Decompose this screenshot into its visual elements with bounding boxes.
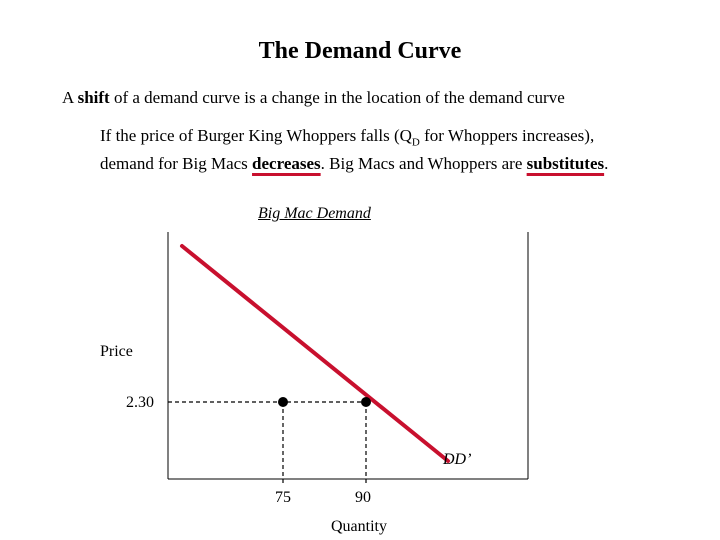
emphasis-decreases: decreases (252, 154, 321, 174)
para-part4: . (604, 154, 609, 174)
demand-curve (180, 244, 450, 463)
emphasis-substitutes: substitutes (526, 154, 605, 174)
y-axis-label: Price (100, 343, 133, 360)
qty-tick-75: 75 (275, 489, 291, 506)
slide-title: The Demand Curve (258, 38, 462, 64)
para-part1: If the price of Burger King Whoppers fal… (100, 126, 412, 145)
para-part2: for Whoppers increases), demand for Big … (100, 126, 595, 174)
x-axis-label: Quantity (331, 518, 387, 535)
para-subscript: D (411, 136, 420, 149)
point-90 (361, 397, 371, 407)
diagram-subtitle: Big Mac Demand (258, 205, 371, 222)
lead-post: of a demand curve is a change in the loc… (109, 88, 565, 107)
explanation-paragraph: If the price of Burger King Whoppers fal… (100, 125, 620, 174)
curve-label: DD’ (443, 451, 472, 468)
point-75 (278, 397, 288, 407)
price-tick-label: 2.30 (126, 394, 154, 411)
lead-sentence: A shift of a demand curve is a change in… (62, 88, 565, 108)
qty-tick-90: 90 (355, 489, 371, 506)
lead-bold: shift (77, 88, 110, 107)
para-part3: . Big Macs and Whoppers are (320, 154, 527, 174)
lead-pre: A (62, 88, 78, 107)
